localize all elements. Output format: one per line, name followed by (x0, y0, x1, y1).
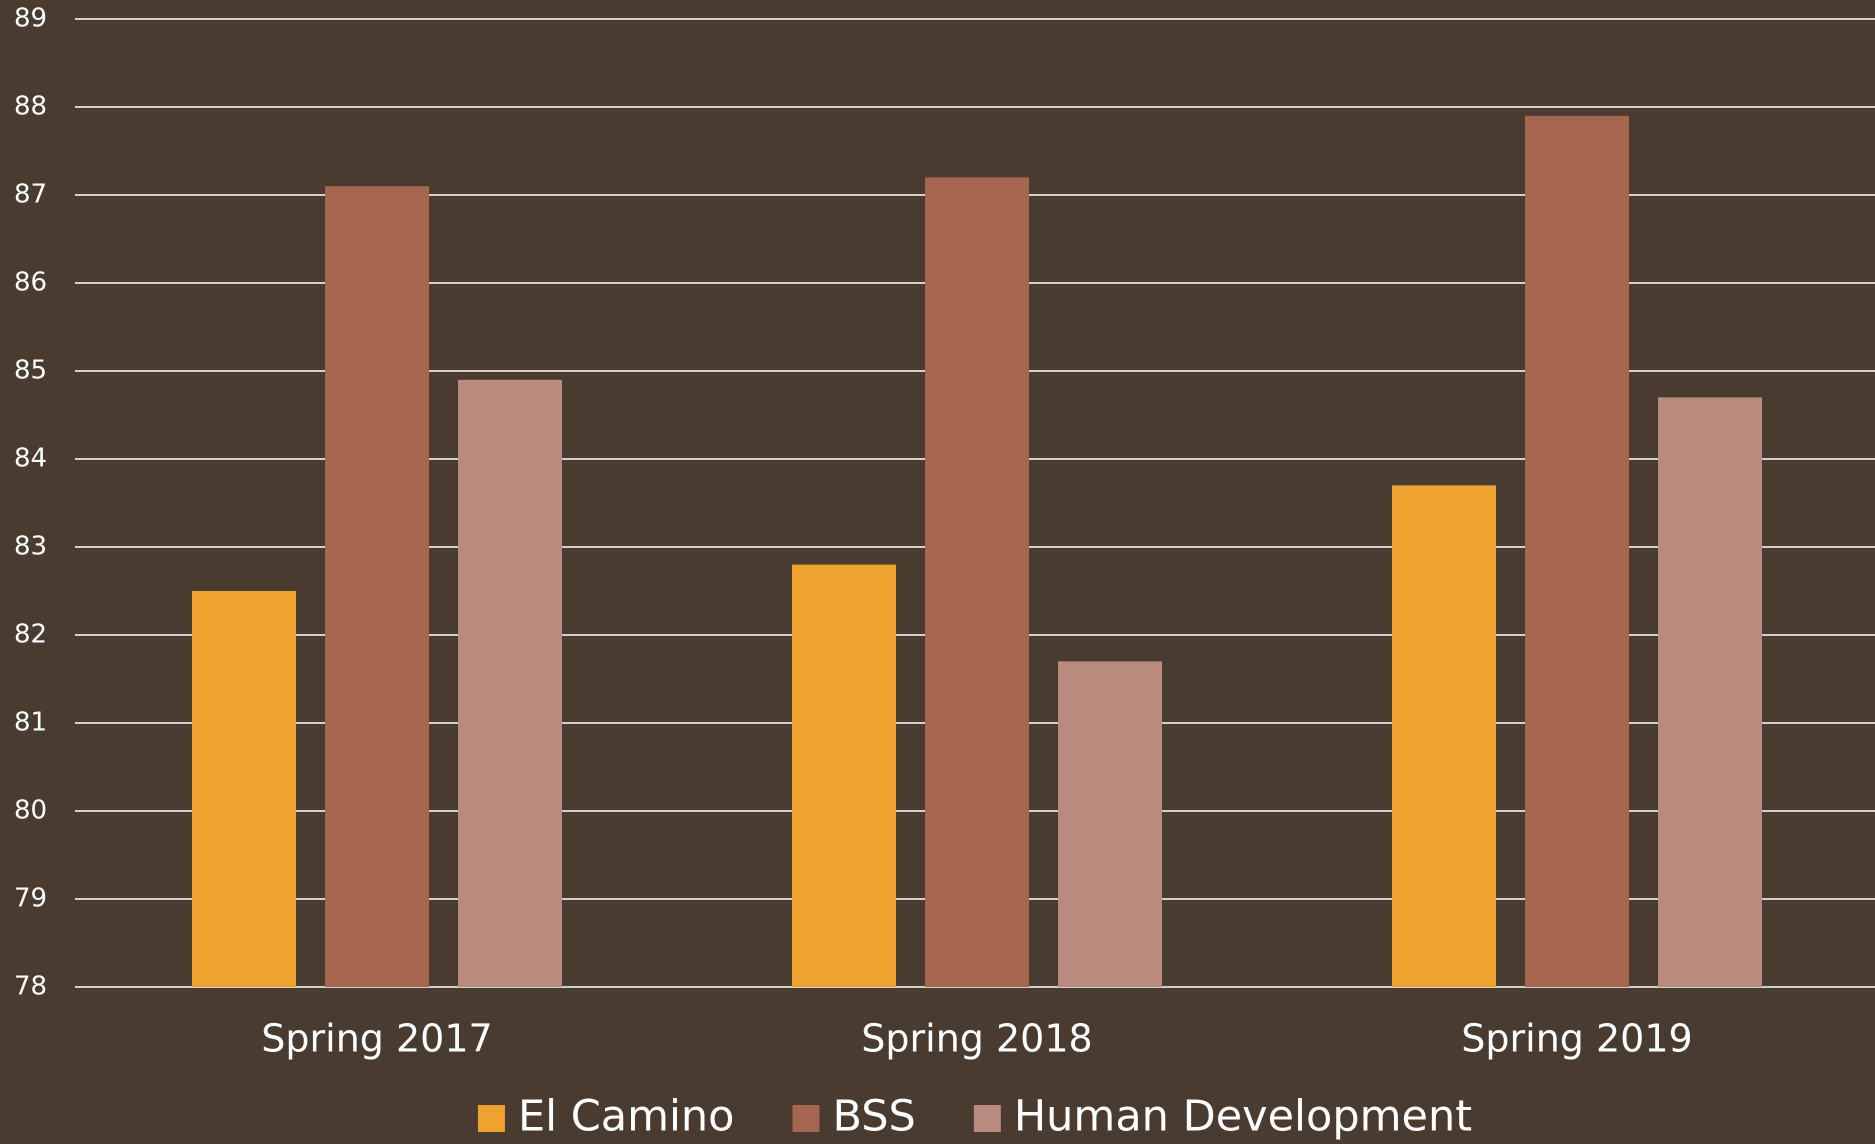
bar (925, 177, 1029, 987)
bar (458, 379, 562, 987)
y-tick-label: 78 (14, 972, 47, 1002)
x-tick-label: Spring 2017 (261, 1017, 492, 1061)
y-tick-label: 85 (14, 356, 47, 386)
bar (1658, 397, 1762, 987)
y-tick-label: 84 (14, 444, 47, 474)
y-tick-label: 82 (14, 620, 47, 650)
legend-label: Human Development (1014, 1092, 1472, 1142)
legend-label: El Camino (518, 1092, 735, 1142)
y-tick-label: 80 (14, 796, 47, 826)
bar (1392, 485, 1496, 987)
y-tick-label: 89 (14, 4, 47, 34)
bar (192, 591, 296, 987)
legend-swatch (477, 1105, 505, 1132)
legend-swatch (792, 1105, 820, 1132)
bar (1525, 115, 1629, 988)
x-tick-label: Spring 2019 (1461, 1017, 1692, 1061)
legend-label: BSS (833, 1092, 916, 1142)
y-tick-label: 88 (14, 92, 47, 122)
bar (1058, 661, 1162, 987)
y-tick-label: 87 (14, 180, 47, 210)
legend-swatch (973, 1105, 1001, 1132)
bar (792, 564, 896, 987)
bar (325, 186, 429, 987)
y-tick-label: 86 (14, 268, 47, 298)
y-tick-label: 81 (14, 708, 47, 738)
y-tick-label: 83 (14, 532, 47, 562)
y-tick-label: 79 (14, 884, 47, 914)
x-tick-label: Spring 2018 (861, 1017, 1092, 1061)
